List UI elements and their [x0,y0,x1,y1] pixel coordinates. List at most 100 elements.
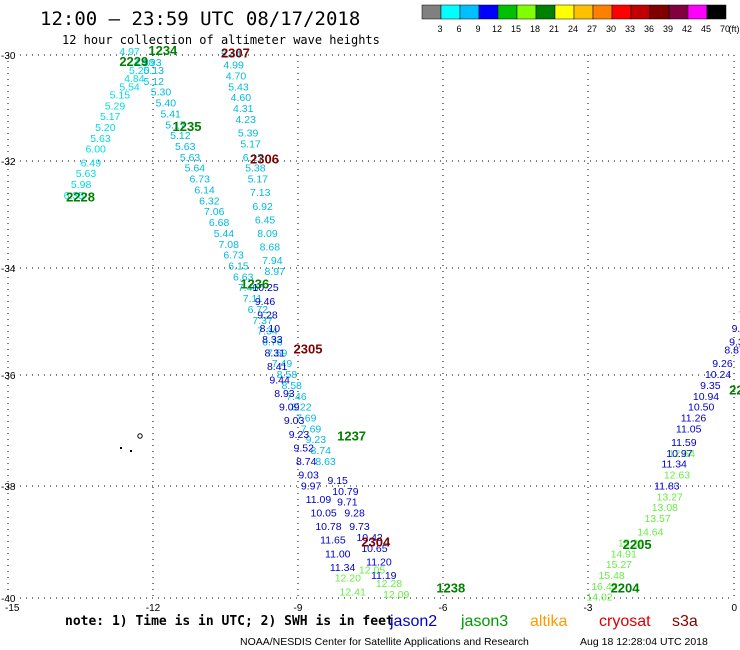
wave-height-point: 4.30 [134,57,155,69]
wave-height-point: 5.39 [238,127,259,139]
wave-height-point: 5.44 [221,49,242,61]
wave-height-point: 4.23 [235,114,256,126]
y-tick-label: -38 [1,482,16,493]
wave-height-point: 9.15 [327,475,348,487]
wave-height-point: 10.79 [332,486,358,498]
wave-height-point: 5.30 [151,87,172,99]
wave-height-point: 5.63 [90,133,111,145]
pass-label: 2229 [119,54,148,69]
satellite-legend-jason2: jason2 [389,613,437,630]
wave-height-point: 5.38 [245,163,266,175]
wave-height-point: 12.05 [359,565,385,577]
wave-height-point: 9.44 [269,375,290,387]
wave-height-point: 10.97 [666,448,692,460]
colorbar-swatch [554,4,575,20]
colorbar-label: 70 [720,24,730,34]
satellite-legend-cryosat: cryosat [599,613,651,630]
wave-height-point: 5.43 [228,81,249,93]
wave-height-point: 5.63 [175,141,196,153]
satellite-legend-altika: altika [530,613,567,630]
wave-height-point: 12.63 [664,470,690,482]
wave-height-point: 10.50 [688,402,714,414]
wave-height-point: 13.57 [644,513,670,525]
wave-height-point: 7.49 [272,358,293,370]
wave-height-point: 11.19 [371,570,397,582]
wave-height-point: 4.70 [226,70,247,82]
pass-label: 1234 [148,43,178,58]
wave-height-point: 4.97 [119,46,140,58]
credit-right: Aug 18 12:28:04 UTC 2018 [580,636,708,648]
colorbar-swatch [459,4,480,20]
wave-height-point: 11.34 [661,459,687,471]
wave-height-point: 8.93 [274,388,295,400]
wave-height-point: 5.17 [165,119,186,131]
pass-label: 1235 [173,119,202,134]
colorbar-swatch [706,4,727,20]
pass-label: 22 [729,382,740,397]
wave-height-point: 6.32 [199,195,220,207]
wave-height-point: 15.27 [606,559,632,571]
wave-height-point: 5.54 [119,81,140,93]
wave-height-point: 9.2 [732,323,740,335]
pass-label: 2304 [361,534,391,549]
wave-height-point: 10.42 [356,532,382,544]
pass-label: 2228 [66,190,95,205]
wave-height-point: 16.45 [591,581,617,593]
wave-height-point: 4.60 [231,92,252,104]
island-mark [130,450,132,452]
x-tick-label: -12 [146,603,161,614]
wave-height-point: 8.97 [265,266,286,278]
wave-height-point: 6.63 [233,271,254,283]
wave-height-point: 11.34 [330,562,356,574]
x-tick-label: -3 [584,603,593,614]
wave-height-point: 7.11 [243,293,263,305]
colorbar-label: 12 [492,24,502,34]
colorbar-label: 30 [606,24,616,34]
wave-height-point: 12.20 [335,573,361,585]
colorbar-swatch [421,4,442,20]
colorbar-label: 18 [530,24,540,34]
wave-height-point: 7.34 [257,326,278,338]
wave-height-point: 8.33 [262,334,283,346]
wave-height-point: 8.63 [315,456,336,468]
wave-height-point: 6.15 [228,260,249,272]
wave-height-point: 6.17 [243,152,264,164]
pass-label: 1237 [337,429,366,444]
wave-height-point: 9.03 [284,415,305,427]
colorbar-swatch [573,4,594,20]
wave-height-point: 5.15 [110,89,131,101]
colorbar-label: 45 [701,24,711,34]
wave-height-point: 9.73 [349,521,370,533]
colorbar-label: 27 [587,24,597,34]
wave-height-point: 12.64 [669,448,695,460]
wave-height-point: 5.41 [160,108,181,120]
x-tick-label: -9 [294,603,303,614]
wave-height-point: 7.46 [286,391,307,403]
pass-label: 2305 [294,342,323,357]
credit-left: NOAA/NESDIS Center for Satellite Applica… [240,636,529,648]
wave-height-point: 5.17 [248,174,269,186]
y-tick-label: -36 [1,371,16,382]
wave-height-point: 12.41 [340,586,366,598]
wave-height-point: 5.12 [170,130,191,142]
colorbar-swatch [535,4,556,20]
axis-ticks: -15 -12 -9 -6 -3 0-30-32-34-36-38-40 [1,51,737,614]
wave-height-point: 12.28 [376,578,402,590]
wave-height-point: 9.46 [255,296,276,308]
wave-height-point: 12.09 [383,589,409,601]
wave-height-point: 9.39 [729,337,740,349]
wave-height-point: 6.92 [252,201,273,213]
pass-label: 1238 [436,581,465,596]
island-mark [137,433,143,439]
island-mark [120,447,122,449]
chart-subtitle: 12 hour collection of altimeter wave hei… [62,33,380,47]
colorbar: 3 6 9 12 15 18 21 24 27 30 33 36 39 42 45 70(ft) [421,4,740,34]
wave-height-point: 7.46 [238,282,259,294]
colorbar-label: 39 [663,24,673,34]
wave-height-point: 14.91 [611,548,637,560]
wave-height-point: 13.08 [652,502,678,514]
wave-height-point: 9.52 [294,442,315,454]
wave-height-point: 14.02 [586,592,612,604]
wave-height-point: 8.22 [291,402,312,414]
